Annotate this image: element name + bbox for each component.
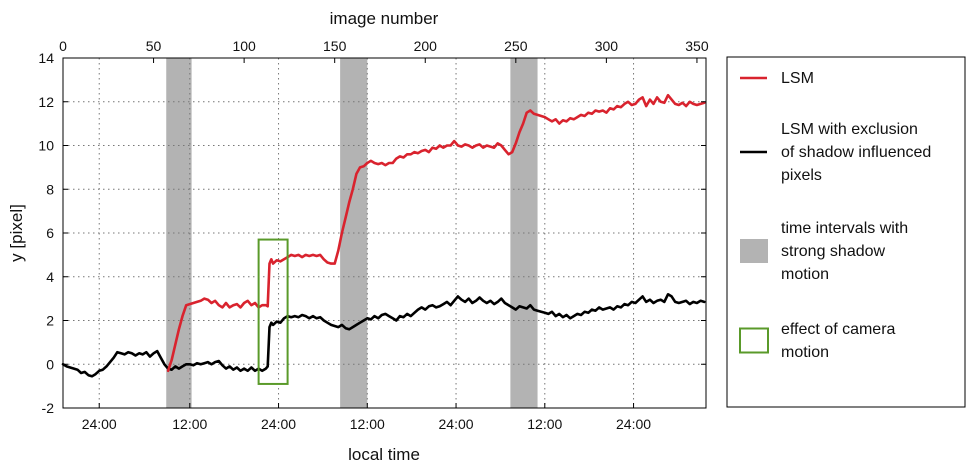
series-line-2 [61, 292, 706, 378]
bottom-axis-tick-labels: 24:00 12:00 24:00 12:00 24:00 12:00 24:00 [82, 416, 652, 432]
top-axis-tick-labels: 0 50 100 150 200 250 300 350 [59, 38, 709, 54]
y-tick-label-5: 6 [46, 225, 54, 241]
legend-entry-2: LSM with exclusion of shadow influenced pi… [740, 121, 931, 184]
legend-entry-text-4-1: effect of camera [781, 321, 896, 338]
y-tick-label-6: 8 [46, 181, 54, 197]
legend-entry-text-3-2: strong shadow [781, 243, 886, 260]
legend-entry-text-2-3: pixels [781, 167, 822, 184]
y-axis-label: y [pixel] [7, 204, 26, 262]
y-tick-label-9: 14 [38, 50, 54, 66]
top-tick-label-3: 100 [232, 38, 256, 54]
bottom-axis-label: local time [348, 445, 420, 464]
top-tick-label-8: 350 [685, 38, 709, 54]
series-lines [61, 93, 706, 378]
legend-entry-text-1-1: LSM [781, 70, 814, 87]
legend-entry-3: time intervals with strong shadow motion [740, 220, 908, 283]
y-tick-label-8: 12 [38, 94, 54, 110]
tick-marks [62, 57, 706, 409]
y-tick-label-3: 2 [46, 313, 54, 329]
top-tick-label-7: 300 [595, 38, 619, 54]
legend-entry-text-3-3: motion [781, 266, 829, 283]
camera-motion-box [257, 238, 289, 385]
bottom-tick-label-4: 12:00 [350, 416, 385, 432]
top-tick-label-5: 200 [414, 38, 438, 54]
bottom-tick-label-2: 12:00 [172, 416, 207, 432]
bottom-tick-label-7: 24:00 [616, 416, 651, 432]
top-tick-label-6: 250 [504, 38, 528, 54]
bottom-tick-label-3: 24:00 [261, 416, 296, 432]
y-tick-label-2: 0 [46, 356, 54, 372]
legend-entry-text-3-1: time intervals with [781, 220, 908, 237]
bottom-tick-label-6: 12:00 [527, 416, 562, 432]
y-tick-label-1: -2 [42, 400, 55, 416]
legend-entry-text-2-2: of shadow influenced [781, 144, 931, 161]
legend-entry-1: LSM [740, 70, 814, 87]
grid [63, 58, 706, 408]
bottom-tick-label-5: 24:00 [439, 416, 474, 432]
legend: LSM LSM with exclusion of shadow influence… [726, 56, 966, 408]
legend-entry-4: effect of camera motion [739, 321, 896, 361]
legend-patch-swatch-3 [740, 239, 768, 263]
y-tick-label-4: 4 [46, 269, 54, 285]
legend-entry-text-4-2: motion [781, 344, 829, 361]
y-axis-tick-labels: -2 0 2 4 6 8 10 12 14 [38, 50, 54, 416]
y-tick-label-7: 10 [38, 138, 54, 154]
legend-frame [726, 56, 966, 408]
shadow-intervals [166, 58, 538, 408]
top-tick-label-4: 150 [323, 38, 347, 54]
top-tick-label-1: 0 [59, 38, 67, 54]
legend-entry-text-2-1: LSM with exclusion [781, 121, 918, 138]
camera-motion-rect [257, 238, 289, 385]
legend-box-swatch-4 [739, 327, 769, 354]
top-tick-label-2: 50 [146, 38, 162, 54]
top-axis-label: image number [330, 9, 439, 28]
bottom-tick-label-1: 24:00 [82, 416, 117, 432]
